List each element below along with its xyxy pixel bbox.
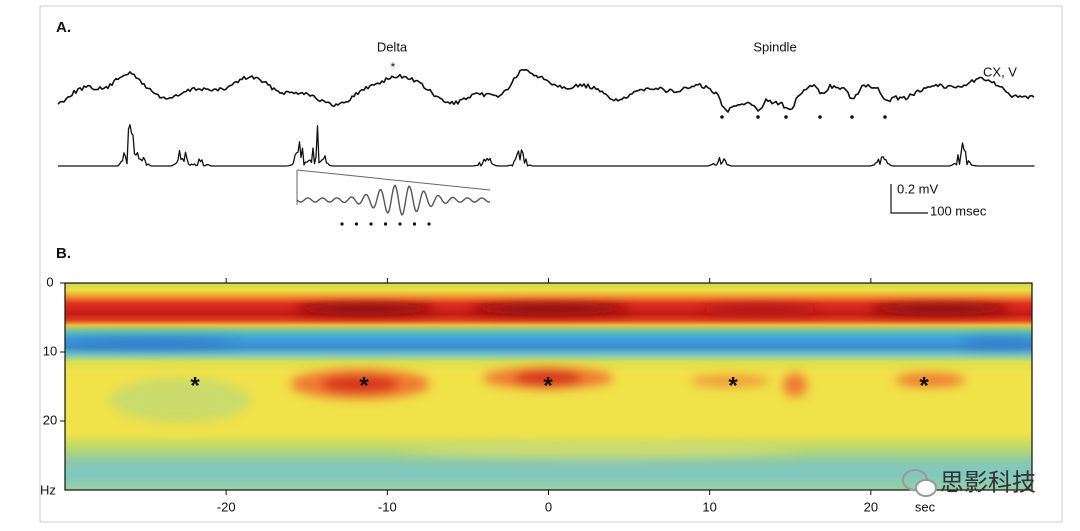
spindle-marker: * bbox=[543, 372, 553, 399]
inset-wave bbox=[296, 184, 491, 217]
spindle-marker: * bbox=[728, 372, 738, 399]
x-tick-label: 20 bbox=[864, 499, 878, 514]
panel-label: A. bbox=[56, 19, 71, 36]
y-tick-label: 20 bbox=[43, 412, 57, 427]
y-tick-label: 10 bbox=[43, 343, 57, 358]
delta-label: Delta bbox=[377, 39, 408, 54]
dot bbox=[383, 222, 388, 226]
x-unit: sec bbox=[915, 499, 936, 514]
figure-border bbox=[39, 5, 1063, 523]
spectrogram bbox=[65, 283, 1032, 490]
x-tick-label: -10 bbox=[378, 499, 397, 514]
dot bbox=[354, 222, 359, 226]
x-tick-label: 10 bbox=[702, 499, 716, 514]
spindle-dots bbox=[340, 115, 887, 226]
dot bbox=[883, 115, 887, 119]
dot bbox=[427, 222, 431, 226]
watermark-text: 思影科技 bbox=[940, 469, 1036, 496]
inset-guide bbox=[296, 169, 491, 205]
spindle-marker: * bbox=[919, 372, 929, 399]
spindle-marker: * bbox=[190, 372, 200, 399]
dot bbox=[340, 222, 344, 226]
dot bbox=[784, 115, 788, 119]
dot bbox=[850, 115, 854, 119]
x-tick-label: -20 bbox=[217, 499, 236, 514]
dot bbox=[720, 115, 724, 119]
scale-voltage: 0.2 mV bbox=[897, 181, 939, 196]
spindle-label: Spindle bbox=[753, 39, 796, 54]
panel-label: B. bbox=[56, 245, 71, 262]
filtered-trace bbox=[58, 124, 1035, 167]
channel-label: CX, V bbox=[983, 64, 1017, 79]
y-unit: Hz bbox=[40, 482, 56, 497]
axes: 0 10 20 -20 -10 0 10 20 bbox=[43, 274, 878, 514]
watermark: 思影科技 bbox=[902, 469, 1036, 497]
y-tick-label: 0 bbox=[46, 274, 53, 289]
eeg-trace bbox=[57, 68, 1035, 113]
dot bbox=[412, 222, 417, 226]
dot bbox=[818, 115, 822, 119]
dot bbox=[398, 222, 402, 226]
delta-marker: * bbox=[391, 60, 396, 74]
x-tick-label: 0 bbox=[545, 499, 552, 514]
dot bbox=[369, 222, 373, 226]
spindle-marker: * bbox=[359, 372, 369, 399]
dot bbox=[756, 115, 760, 119]
scale-bar bbox=[890, 184, 928, 214]
scale-time: 100 msec bbox=[930, 203, 987, 218]
